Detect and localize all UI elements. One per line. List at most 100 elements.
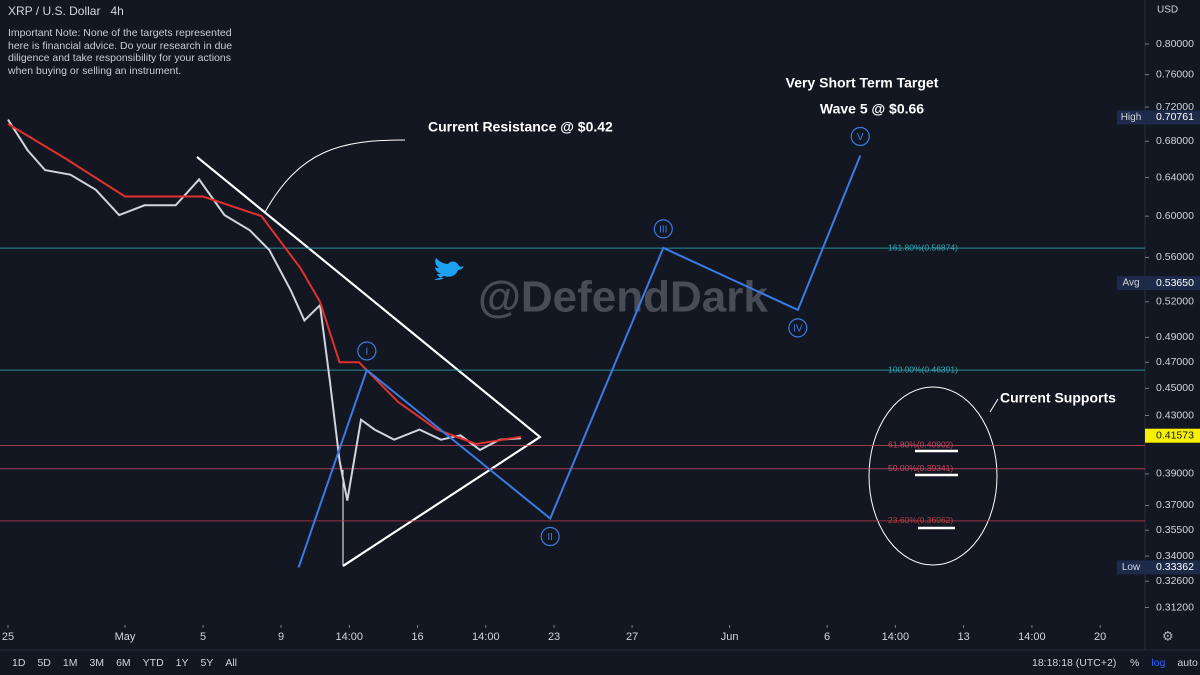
currency: USD <box>1157 5 1178 16</box>
x-tick-label: 14:00 <box>336 631 364 643</box>
price-marker <box>1145 560 1200 575</box>
marker-tag <box>1117 560 1145 575</box>
range-bar: 1D 5D 1M 3M 6M YTD 1Y 5Y All <box>12 650 249 675</box>
fib-label: 23.60%(0.36062) <box>888 515 953 525</box>
y-tick-label: 0.47000 <box>1156 356 1194 368</box>
range-button[interactable]: 1D <box>12 656 26 669</box>
y-tick-label: 0.32600 <box>1156 575 1194 587</box>
annotation: Current Resistance @ $0.42 <box>428 119 613 135</box>
price-line <box>7 123 522 446</box>
price-line <box>7 119 521 501</box>
wave-badge <box>653 219 673 239</box>
marker-name: Low <box>1122 562 1141 573</box>
marker-value: 0.33362 <box>1156 561 1194 573</box>
wave-badge <box>540 526 560 547</box>
wave-label: III <box>659 225 667 236</box>
triangle <box>196 156 542 567</box>
x-tick-label: 23 <box>548 631 560 643</box>
marker-value: 0.70761 <box>1156 111 1194 123</box>
x-tick-label: 13 <box>958 631 970 643</box>
range-button[interactable]: 6M <box>116 656 131 669</box>
fib-label: 100.00%(0.46391) <box>888 364 958 374</box>
x-tick-label: 5 <box>200 631 206 643</box>
last-price-label: 0.41573 <box>1156 429 1194 441</box>
clock: 18:18:18 (UTC+2) <box>1032 650 1128 675</box>
y-tick-label: 0.64000 <box>1156 171 1194 183</box>
price-marker <box>1145 110 1200 125</box>
scale-button[interactable]: log <box>1151 656 1166 669</box>
y-tick-label: 0.39000 <box>1156 468 1194 480</box>
x-tick-label: 25 <box>2 631 14 643</box>
y-tick-label: 0.35500 <box>1156 524 1194 536</box>
y-tick-label: 0.37000 <box>1156 499 1194 511</box>
price-marker <box>1145 276 1200 291</box>
range-button[interactable]: 3M <box>89 656 105 669</box>
range-button[interactable]: 1M <box>62 656 78 669</box>
wave-badge <box>788 318 808 338</box>
annotation: Very Short Term Target <box>786 75 939 91</box>
wave-badge <box>357 341 377 361</box>
marker-tag <box>1117 110 1145 125</box>
symbol-header: XRP / U.S. Dollar 4h <box>8 4 124 18</box>
annotation: Wave 5 @ $0.66 <box>820 101 924 117</box>
range-button[interactable]: 1Y <box>175 656 189 669</box>
x-tick-label: Jun <box>721 631 739 643</box>
wave-label: V <box>857 132 864 143</box>
x-tick-label: 27 <box>626 631 638 643</box>
wave-label: I <box>365 347 368 358</box>
disclaimer: Important Note: None of the targets repr… <box>8 27 233 77</box>
price-line <box>297 155 862 568</box>
x-tick-label: May <box>115 631 136 643</box>
scale-buttons: % log auto <box>1130 650 1200 675</box>
y-tick-label: 0.76000 <box>1156 68 1194 80</box>
y-tick-label: 0.52000 <box>1156 296 1194 308</box>
range-button[interactable]: All <box>225 656 238 669</box>
twitter-icon <box>434 258 464 280</box>
support-ellipse <box>868 386 998 566</box>
fib-label: 50.00%(0.39341) <box>888 463 953 473</box>
symbol: XRP / U.S. Dollar <box>8 4 101 18</box>
settings-icon[interactable]: ⚙ <box>1162 628 1174 643</box>
y-tick-label: 0.56000 <box>1156 251 1194 263</box>
x-tick-label: 14:00 <box>1018 631 1046 643</box>
watermark: @DefendDark <box>478 273 768 322</box>
last-price <box>1145 428 1200 443</box>
callout-curve <box>264 139 406 213</box>
x-tick-label: 14:00 <box>472 631 500 643</box>
interval: 4h <box>110 4 124 18</box>
callout-line <box>989 398 999 413</box>
marker-name: High <box>1121 112 1142 123</box>
y-tick-label: 0.45000 <box>1156 382 1194 394</box>
clock-time: 18:18:18 (UTC+2) <box>1032 656 1117 669</box>
range-button[interactable]: YTD <box>142 656 164 669</box>
wave-badge <box>850 126 870 147</box>
scale-button[interactable]: % <box>1130 656 1140 669</box>
fib-label: 161.80%(0.56874) <box>888 242 958 252</box>
y-tick-label: 0.72000 <box>1156 101 1194 113</box>
triangle-edge <box>196 156 541 438</box>
scale-button[interactable]: auto <box>1177 656 1198 669</box>
marker-name: Avg <box>1122 278 1139 289</box>
y-tick-label: 0.43000 <box>1156 409 1194 421</box>
wave-label: II <box>547 532 553 543</box>
marker-value: 0.53650 <box>1156 277 1194 289</box>
fib-label: 61.80%(0.40902) <box>888 440 953 450</box>
y-tick-label: 0.68000 <box>1156 135 1194 147</box>
x-tick-label: 6 <box>824 631 830 643</box>
y-tick-label: 0.49000 <box>1156 331 1194 343</box>
marker-tag <box>1117 276 1145 291</box>
range-button[interactable]: 5Y <box>200 656 214 669</box>
y-tick-label: 0.34000 <box>1156 550 1194 562</box>
y-tick-label: 0.60000 <box>1156 210 1194 222</box>
x-tick-label: 16 <box>411 631 423 643</box>
x-tick-label: 9 <box>278 631 284 643</box>
wave-label: IV <box>793 324 803 335</box>
x-tick-label: 14:00 <box>882 631 910 643</box>
y-tick-label: 0.80000 <box>1156 38 1194 50</box>
annotation: Current Supports <box>1000 390 1116 406</box>
triangle-edge <box>342 436 541 567</box>
range-button[interactable]: 5D <box>37 656 51 669</box>
y-tick-label: 0.31200 <box>1156 601 1194 613</box>
